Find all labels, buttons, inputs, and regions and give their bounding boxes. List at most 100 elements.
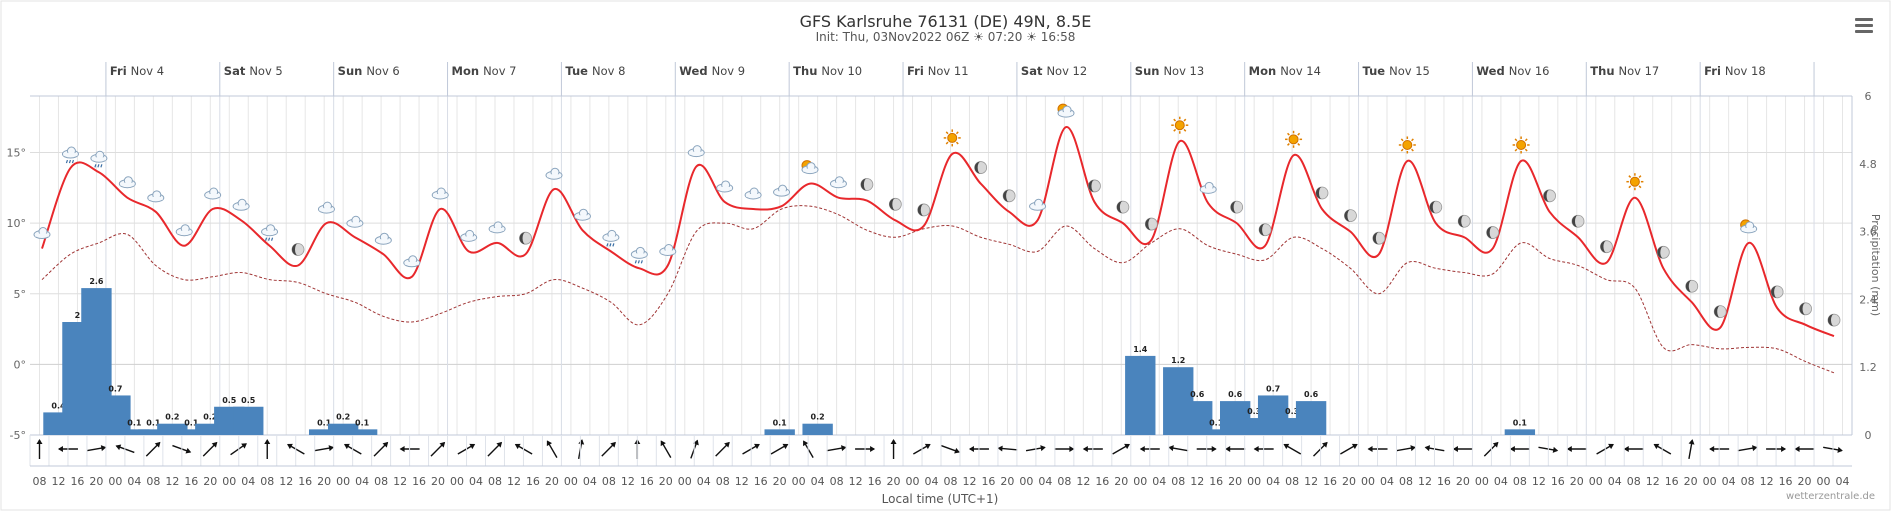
x-tick-label: 00 [222, 475, 236, 488]
precip-bar [195, 423, 226, 435]
x-tick-label: 20 [317, 475, 331, 488]
wind-arrow [660, 440, 672, 459]
precip-label: 0.7 [1266, 384, 1280, 393]
cloud-icon [488, 221, 506, 234]
precip-label: 0.5 [222, 396, 237, 405]
sunset-time: 16:58 [1040, 30, 1076, 44]
x-tick-label: 20 [89, 475, 103, 488]
y2-tick-label: 3.6 [1859, 226, 1877, 239]
x-tick-label: 00 [1817, 475, 1831, 488]
cloud-rain-icon [602, 229, 620, 247]
wind-arrow [1396, 445, 1416, 452]
x-tick-label: 16 [184, 475, 198, 488]
x-tick-label: 00 [678, 475, 692, 488]
moon-icon [1230, 200, 1244, 214]
x-tick-label: 12 [165, 475, 179, 488]
cloud-icon [374, 232, 392, 245]
x-tick-label: 12 [962, 475, 976, 488]
wind-arrow [145, 441, 161, 457]
x-tick-label: 16 [1437, 475, 1451, 488]
hamburger-menu-icon[interactable] [1855, 18, 1873, 34]
x-tick-label: 00 [1133, 475, 1147, 488]
x-tick-label: 04 [1266, 475, 1280, 488]
precip-label: 0.4 [51, 401, 66, 410]
wind-arrow [430, 441, 446, 457]
cloud-rain-icon [630, 246, 648, 264]
precip-label: 0.3 [1285, 407, 1299, 416]
x-tick-label: 16 [981, 475, 995, 488]
x-tick-label: 20 [431, 475, 445, 488]
precip-label: 0.1 [146, 418, 161, 427]
chart-title: GFS Karlsruhe 76131 (DE) 49N, 8.5E [799, 12, 1092, 31]
x-tick-label: 00 [564, 475, 578, 488]
x-tick-label: 08 [716, 475, 730, 488]
y2-tick-label: 6 [1865, 90, 1872, 103]
cloud-rain-icon [61, 146, 79, 164]
cloud-icon [829, 176, 847, 189]
precip-label: 0.6 [1190, 390, 1205, 399]
x-tick-label: 04 [1722, 475, 1736, 488]
sun-icon [1285, 130, 1303, 148]
precip-bar [764, 429, 795, 435]
x-tick-label: 12 [51, 475, 65, 488]
cloud-icon [545, 167, 563, 180]
x-tick-label: 08 [1057, 475, 1071, 488]
x-tick-label: 00 [1703, 475, 1717, 488]
x-tick-label: 16 [412, 475, 426, 488]
x-tick-label: 08 [146, 475, 160, 488]
precip-bar [1125, 355, 1156, 435]
x-tick-label: 00 [108, 475, 122, 488]
precip-label: 0.5 [241, 396, 256, 405]
moon-icon [291, 243, 305, 256]
x-tick-label: 16 [754, 475, 768, 488]
x-tick-label: 16 [1551, 475, 1565, 488]
precip-label: 0.1 [773, 418, 788, 427]
day-label: Sat Nov 5 [224, 64, 283, 78]
day-label: Tue Nov 8 [565, 64, 625, 78]
x-tick-label: 08 [1171, 475, 1185, 488]
precip-bar [1295, 401, 1327, 435]
wind-arrow [1623, 445, 1644, 452]
x-tick-label: 20 [545, 475, 559, 488]
x-tick-label: 12 [621, 475, 635, 488]
x-tick-label: 00 [1247, 475, 1261, 488]
x-tick-label: 12 [1418, 475, 1432, 488]
precip-label: 0.1 [355, 418, 370, 427]
moon-icon [1770, 285, 1784, 299]
y-tick-label: 0° [14, 358, 27, 371]
cloud-icon [232, 198, 250, 211]
x-tick-label: 12 [849, 475, 863, 488]
day-label: Sun Nov 6 [338, 64, 400, 78]
x-tick-label: 20 [1342, 475, 1356, 488]
x-tick-label: 12 [279, 475, 293, 488]
wind-arrow [202, 441, 218, 457]
sun-cloud-icon [1057, 103, 1075, 118]
cloud-icon [716, 180, 734, 193]
x-tick-label: 00 [792, 475, 806, 488]
x-tick-label: 16 [1095, 475, 1109, 488]
x-tick-label: 08 [1399, 475, 1413, 488]
precip-label: 2.6 [89, 277, 104, 286]
x-tick-label: 04 [583, 475, 597, 488]
sun-icon [1398, 136, 1416, 154]
x-tick-label: 00 [336, 475, 350, 488]
x-tick-label: 12 [1190, 475, 1204, 488]
x-tick-label: 08 [1513, 475, 1527, 488]
wind-arrow [1452, 445, 1473, 452]
precip-label: 0.2 [811, 413, 825, 422]
wind-arrow [1283, 443, 1302, 455]
sunset-icon: ☀ [1026, 30, 1037, 44]
precip-label: 0.6 [1228, 390, 1243, 399]
x-tick-label: 04 [1038, 475, 1052, 488]
x-tick-label: 12 [1532, 475, 1546, 488]
x-tick-label: 12 [1304, 475, 1318, 488]
x-tick-label: 12 [735, 475, 749, 488]
x-tick-label: 04 [925, 475, 939, 488]
sun-cloud-icon [801, 160, 819, 175]
precip-bar [308, 429, 340, 435]
x-tick-label: 16 [1323, 475, 1337, 488]
wind-arrow [36, 439, 43, 459]
cloud-icon [687, 145, 705, 158]
y2-tick-label: 1.2 [1859, 361, 1877, 374]
precip-label: 0.2 [165, 413, 179, 422]
